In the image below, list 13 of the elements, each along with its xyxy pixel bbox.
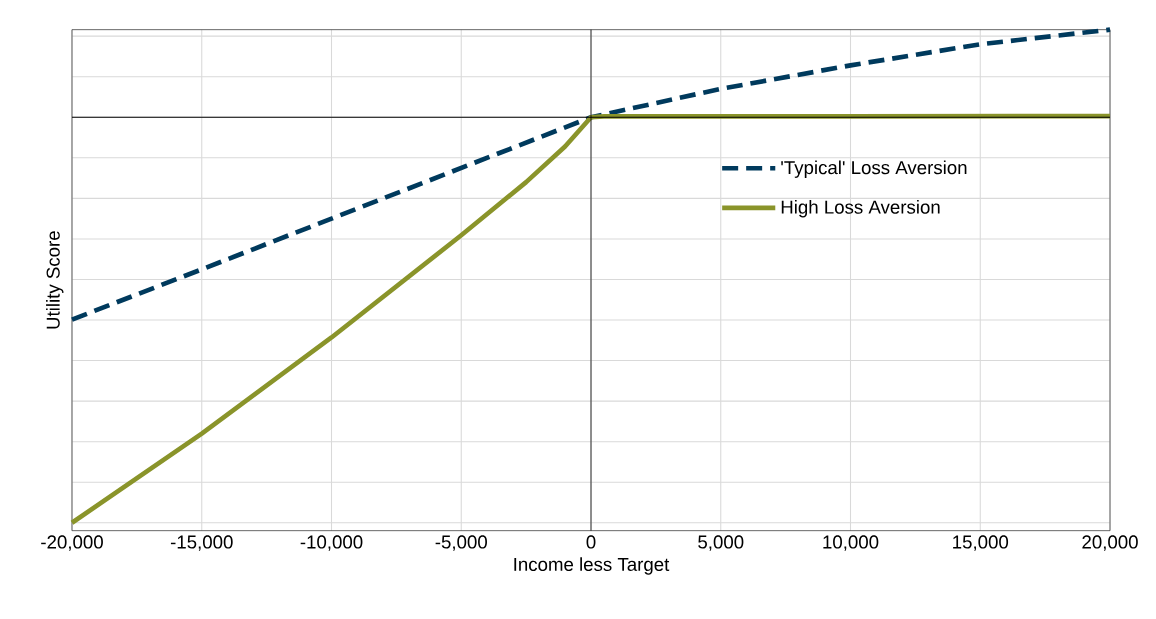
x-axis-title: Income less Target bbox=[514, 557, 670, 575]
x-tick-label: 10,000 bbox=[823, 535, 879, 551]
x-tick-label: -5,000 bbox=[435, 535, 487, 551]
legend-label: High Loss Aversion bbox=[781, 200, 940, 218]
legend-label: 'Typical' Loss Aversion bbox=[781, 160, 967, 179]
x-tick-label: -20,000 bbox=[41, 535, 103, 551]
x-tick-label: 15,000 bbox=[953, 535, 1009, 551]
x-tick-label: 20,000 bbox=[1082, 535, 1138, 551]
y-axis-title: Utility Score bbox=[46, 231, 64, 329]
x-tick-label: -15,000 bbox=[170, 535, 233, 551]
x-tick-label: 5,000 bbox=[698, 535, 744, 551]
x-tick-label: -10,000 bbox=[300, 535, 363, 551]
x-tick-label: 0 bbox=[586, 535, 596, 549]
